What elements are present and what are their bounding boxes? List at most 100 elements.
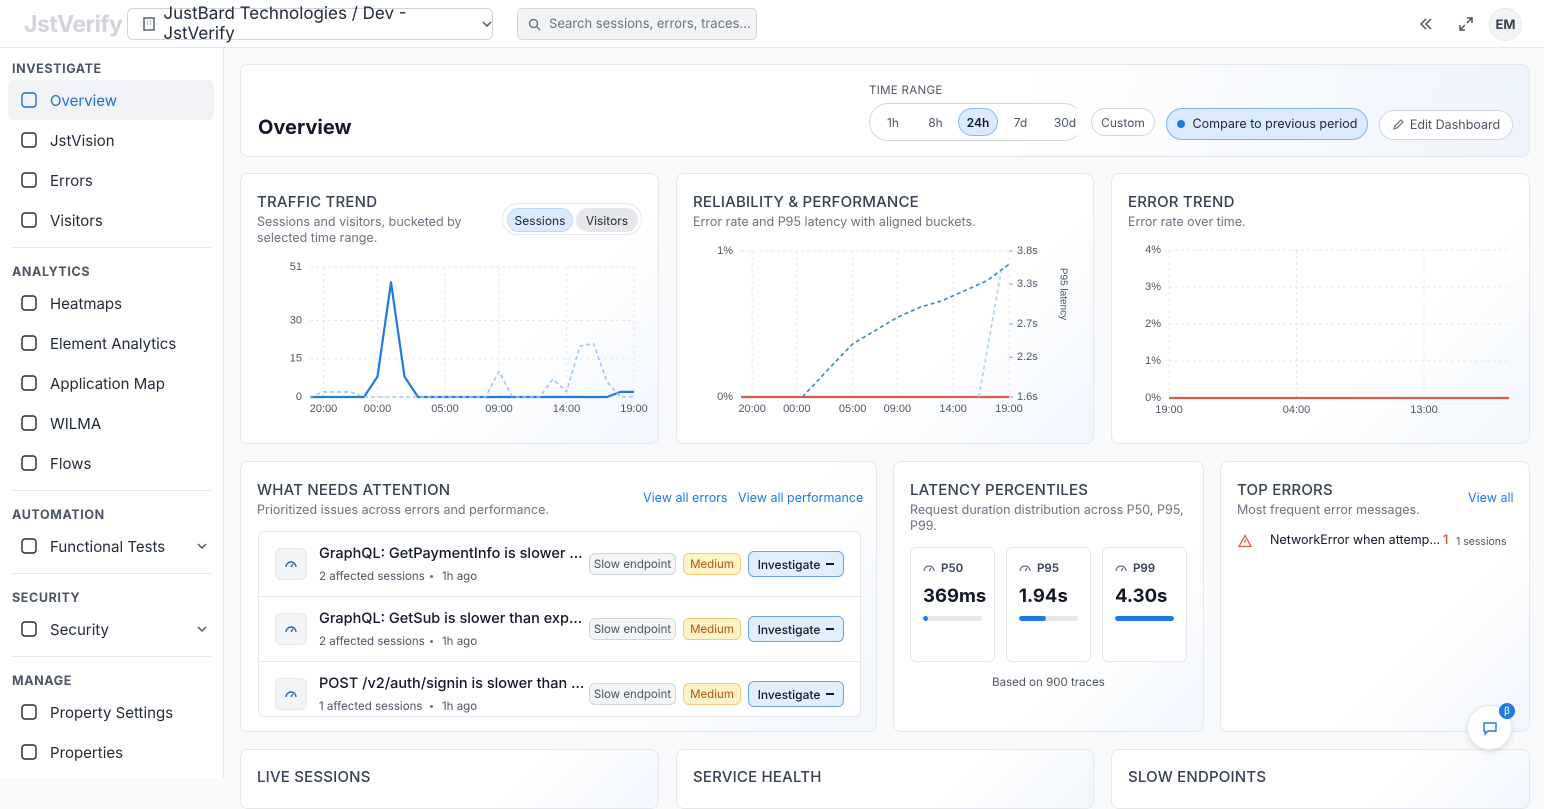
investigate-button[interactable]: Investigate: [748, 551, 844, 577]
row-icon: [275, 678, 307, 710]
org-selector[interactable]: JustBard Technologies / Dev - JstVerify: [127, 4, 493, 44]
warning-icon: [1238, 534, 1252, 548]
avatar[interactable]: EM: [1489, 8, 1522, 41]
range-button[interactable]: 24h: [958, 108, 998, 136]
icon: [21, 295, 37, 311]
nav-item[interactable]: Functional Tests: [8, 526, 214, 566]
overview-bar: Overview TIME RANGE 1h 8h 24h 7d 30d Custom …: [240, 64, 1530, 157]
custom-button[interactable]: Custom: [1091, 108, 1155, 136]
y-tick-label: 1%: [717, 245, 733, 257]
divider: [12, 573, 211, 574]
error-trend-chart: 0% 1% 2% 3% 4% 19:00 04:00 13:00: [1145, 244, 1509, 416]
nav-item[interactable]: Properties: [8, 732, 214, 772]
x-tick-label: 14:00: [553, 403, 581, 415]
view-all-errors[interactable]: View all errors: [643, 491, 728, 506]
nav-item[interactable]: Security: [8, 609, 214, 649]
dot: [430, 575, 433, 578]
row-icon: [275, 613, 307, 645]
range-button[interactable]: 8h: [915, 108, 956, 136]
time-range-label: TIME RANGE: [869, 83, 943, 97]
chevron: [197, 543, 207, 550]
building-icon: [143, 17, 155, 31]
percentile-value: 4.30s: [1115, 585, 1168, 607]
bar-track: [1115, 616, 1174, 621]
investigate-button[interactable]: Investigate: [748, 681, 844, 707]
nav-item[interactable]: Errors: [8, 160, 214, 200]
row-title: GraphQL: GetPaymentInfo is slower ...: [319, 545, 583, 562]
gauge-icon: [285, 561, 297, 568]
y-tick-label: 15: [290, 353, 302, 365]
reliability-chart: 0% 1% 1.6s 2.2s 2.7s 3.3s 3.8s P95 latency 20:00…: [717, 245, 1068, 415]
nav-item[interactable]: Overview: [8, 80, 214, 120]
nav-item[interactable]: Property Settings: [8, 692, 214, 732]
search-icon: [528, 18, 541, 30]
row-meta: 2 affected sessions: [319, 569, 425, 583]
range-button[interactable]: 1h: [873, 108, 913, 136]
y2-tick-label: 3.8s: [1017, 245, 1038, 257]
card-title: RELIABILITY & PERFORMANCE: [693, 192, 919, 211]
toggle-visitors[interactable]: Visitors: [576, 208, 638, 232]
traffic-card: TRAFFIC TREND Sessions and visitors, buc…: [240, 173, 659, 444]
attention-card: WHAT NEEDS ATTENTION Prioritized issues …: [240, 461, 877, 732]
latency-card: LATENCY PERCENTILES Request duration dis…: [893, 461, 1204, 732]
gauge-icon: [285, 626, 297, 633]
percentile-card: P95 1.94s: [1006, 547, 1091, 662]
nav-label: Flows: [50, 453, 92, 473]
error-message[interactable]: NetworkError when attemp...: [1270, 533, 1441, 548]
nav-item[interactable]: Flows: [8, 443, 214, 483]
row-title: GraphQL: GetSub is slower than exp...: [319, 610, 583, 627]
card-title: SLOW ENDPOINTS: [1128, 767, 1267, 786]
icon-shape: [21, 415, 37, 431]
chat-button[interactable]: β: [1467, 703, 1515, 750]
search[interactable]: Search sessions, errors, traces...: [517, 8, 757, 40]
type-tag: Slow endpoint: [589, 618, 676, 640]
x-tick-label: 19:00: [1155, 404, 1183, 416]
warning-path: [1238, 534, 1252, 548]
fullscreen-button[interactable]: [1459, 17, 1473, 31]
percentile-head: P95: [1019, 561, 1059, 575]
nav-item[interactable]: WILMA: [8, 403, 214, 443]
percentile-head: P50: [923, 561, 963, 575]
logo[interactable]: JstVerify: [24, 10, 123, 38]
card-subtitle: Request duration distribution across P50…: [910, 503, 1184, 534]
nav-item[interactable]: Element Analytics: [8, 323, 214, 363]
button-label: Investigate: [757, 556, 821, 572]
nav-item[interactable]: Application Map: [8, 363, 214, 403]
compare-toggle[interactable]: Compare to previous period: [1166, 108, 1368, 140]
live-sessions-card: LIVE SESSIONS: [240, 749, 659, 809]
investigate-button[interactable]: Investigate: [748, 616, 844, 642]
icon: [21, 132, 37, 148]
toggle-sessions[interactable]: Sessions: [507, 208, 573, 232]
x-tick-label: 09:00: [485, 403, 513, 415]
attention-list: GraphQL: GetPaymentInfo is slower ... 2 a…: [258, 531, 861, 717]
x-tick-label: 19:00: [620, 403, 648, 415]
dot: [430, 640, 433, 643]
gauge-icon: [1115, 565, 1127, 572]
edit-dashboard[interactable]: Edit Dashboard: [1379, 110, 1513, 140]
collapse-button[interactable]: [1419, 17, 1433, 31]
nav-item[interactable]: Visitors: [8, 200, 214, 240]
nav-item[interactable]: JstVision: [8, 120, 214, 160]
nav-label: Overview: [50, 90, 118, 110]
nav-label: WILMA: [50, 413, 102, 433]
edit-label: Edit Dashboard: [1409, 117, 1501, 133]
range-button[interactable]: 30d: [1043, 108, 1087, 136]
nav-item[interactable]: Heatmaps: [8, 283, 214, 323]
bar-fill: [923, 616, 929, 621]
x-tick-label: 05:00: [839, 403, 867, 415]
section-title: SECURITY: [12, 591, 81, 606]
card-title: TRAFFIC TREND: [257, 192, 378, 211]
dot: [430, 705, 433, 708]
card-subtitle: Sessions and visitors, bucketed by selec…: [257, 215, 462, 246]
service-health-card: SERVICE HEALTH: [676, 749, 1094, 809]
header: JstVerify JustBard Technologies / Dev - …: [0, 0, 1544, 48]
range-button[interactable]: 7d: [1000, 108, 1041, 136]
series-line: [310, 281, 634, 399]
icon-shape: [21, 704, 37, 720]
view-all-performance[interactable]: View all performance: [738, 491, 864, 506]
view-all[interactable]: View all: [1468, 491, 1514, 506]
chat-icon: [1482, 721, 1497, 736]
x-tick-label: 05:00: [431, 403, 459, 415]
y-tick-label: 0%: [1145, 392, 1161, 404]
y-tick-label: 0: [296, 391, 302, 403]
